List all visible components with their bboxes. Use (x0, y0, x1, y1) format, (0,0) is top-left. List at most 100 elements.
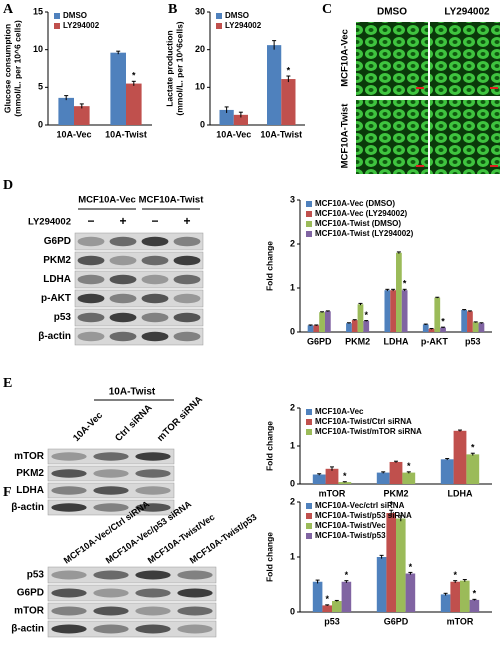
y-axis-label: Fold change (264, 241, 274, 291)
blot-lane-label: mTOR siRNA (155, 394, 205, 444)
y-tick-label: 1 (290, 282, 295, 292)
blot-lane-label: 10A-Vec (71, 410, 105, 444)
annotation: * (132, 71, 136, 81)
x-tick-label: LDHA (448, 488, 473, 498)
treatment-sign: − (151, 214, 158, 228)
blot-band (173, 293, 201, 304)
y-tick-label: 2 (290, 496, 295, 506)
blot-band (93, 503, 129, 512)
blot-strip (47, 620, 217, 638)
y-axis-label: Fold change (264, 421, 274, 471)
blot-band (77, 312, 105, 323)
annotation: * (287, 65, 291, 75)
y-tick-label: 1 (290, 440, 295, 450)
column-label: DMSO (377, 7, 407, 18)
y-tick-label: 0 (38, 119, 43, 129)
panel-label: E (3, 376, 12, 391)
bar (281, 79, 296, 125)
y-tick-label: 10 (195, 82, 205, 92)
panel-label: B (168, 2, 177, 17)
bar (396, 518, 406, 612)
blot-band (135, 570, 171, 580)
row-label: MCF10A-Vec (340, 29, 351, 87)
blot-band (135, 452, 171, 461)
blot-strip (47, 602, 217, 620)
blot-row-label: G6PD (44, 236, 71, 247)
y-tick-label: 1 (290, 551, 295, 561)
blot-band (93, 486, 129, 495)
legend-swatch (306, 429, 312, 435)
micrograph (430, 100, 500, 174)
bar (376, 472, 390, 484)
blot-row-label: LDHA (43, 274, 71, 285)
bar (478, 323, 485, 332)
blot-band (135, 588, 171, 598)
legend-label: MCF10A-Twist (LY294002) (315, 229, 414, 238)
blot-strip (74, 289, 204, 308)
annotation: * (345, 570, 349, 580)
panel-label: D (3, 178, 13, 193)
bar (351, 320, 358, 332)
blot-strip (74, 251, 204, 270)
blot-band (177, 606, 213, 616)
legend-swatch (306, 503, 312, 509)
blot-band (135, 606, 171, 616)
bar (332, 601, 342, 612)
legend-swatch (306, 231, 312, 237)
x-tick-label: G6PD (307, 336, 332, 346)
blot-band (109, 274, 137, 285)
legend-swatch (306, 211, 312, 217)
row-label: MCF10A-Twist (340, 103, 351, 169)
x-tick-label: mTOR (319, 488, 346, 498)
x-tick-label: 10A-Vec (216, 129, 251, 139)
blot-band (135, 503, 171, 512)
blot-band (77, 274, 105, 285)
legend-label: MCF10A-Twist/p53 (315, 531, 386, 540)
blot-band (93, 570, 129, 580)
annotation: * (403, 279, 407, 289)
legend-swatch (306, 409, 312, 415)
legend-label: MCF10A-Twist (DMSO) (315, 219, 401, 228)
bar (313, 325, 320, 332)
legend-label: MCF10A-Vec (315, 407, 364, 416)
bar (405, 573, 416, 612)
panel-label: F (3, 485, 12, 500)
bar (401, 290, 408, 332)
treatment-sign: + (119, 214, 126, 228)
blot-band (141, 312, 169, 323)
bar (469, 599, 480, 612)
legend-label: DMSO (225, 11, 249, 20)
blot-band (51, 588, 87, 598)
blot-strip (74, 308, 204, 327)
blot-band (51, 469, 87, 478)
blot-row-label: p-AKT (41, 293, 71, 304)
blot-band (93, 606, 129, 616)
blot-strip (47, 499, 175, 516)
blot-band (173, 236, 201, 247)
bar (440, 594, 451, 612)
legend-label: MCF10A-Twist/p53 siRNA (315, 511, 412, 520)
bar (460, 580, 470, 612)
bar (386, 513, 396, 612)
bar (472, 322, 479, 332)
annotation: * (407, 461, 411, 471)
x-tick-label: PKM2 (345, 336, 370, 346)
legend-swatch (306, 533, 312, 539)
bar (363, 321, 370, 332)
bar (376, 557, 387, 612)
legend-label: LY294002 (225, 21, 262, 30)
y-tick-label: 15 (33, 6, 43, 16)
blot-row-label: β-actin (11, 502, 44, 513)
x-tick-label: p53 (324, 616, 340, 626)
bar (58, 97, 74, 125)
x-tick-label: mTOR (447, 616, 474, 626)
legend-label: MCF10A-Vec/ctrl siRNA (315, 501, 405, 510)
treatment-sign: − (87, 214, 94, 228)
blot-row-label: β-actin (11, 624, 44, 635)
legend-label: MCF10A-Vec (DMSO) (315, 199, 395, 208)
blot-band (141, 293, 169, 304)
legend-label: MCF10A-Twist/Ctrl siRNA (315, 417, 412, 426)
bar (341, 581, 352, 612)
blot-row-label: mTOR (14, 451, 45, 462)
y-tick-label: 5 (38, 82, 43, 92)
